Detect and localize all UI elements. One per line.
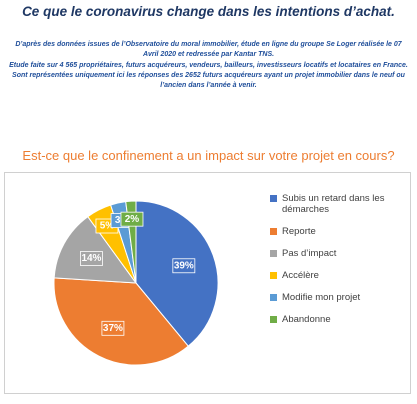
chart-frame — [4, 172, 411, 394]
label-box — [120, 211, 144, 227]
data-label: 5% — [100, 221, 115, 232]
legend-swatch — [270, 250, 277, 257]
legend-item: Accélère — [270, 270, 410, 281]
legend-item: Modifie mon projet — [270, 292, 410, 303]
legend-swatch — [270, 195, 277, 202]
legend-swatch — [270, 228, 277, 235]
legend-swatch — [270, 294, 277, 301]
label-box — [80, 251, 103, 266]
data-label: 37% — [103, 323, 123, 334]
legend-label: Reporte — [282, 226, 316, 237]
legend-label: Subis un retard dans les démarches — [282, 193, 385, 215]
legend: Subis un retard dans les démarches Report… — [270, 193, 410, 336]
legend-item: Abandonne — [270, 314, 410, 325]
legend-swatch — [270, 316, 277, 323]
pie-slice — [53, 215, 138, 284]
legend-label: Pas d’impact — [282, 248, 337, 259]
label-box — [172, 258, 196, 274]
data-label: 2% — [125, 214, 140, 225]
legend-label: Abandonne — [282, 314, 331, 325]
legend-item: Subis un retard dans les démarches — [270, 193, 410, 215]
note: D’après des données issues de l’Observat… — [15, 41, 402, 58]
data-label: 14% — [81, 253, 101, 264]
title: Ce que le coronavirus change dans les in… — [22, 4, 395, 19]
legend-label: Modifie mon projet — [282, 292, 361, 303]
legend-item: Pas d’impact — [270, 248, 410, 259]
legend-label: Accélère — [282, 270, 319, 281]
legend-swatch — [270, 272, 277, 279]
data-label: 39% — [174, 260, 194, 271]
note: Etude faite sur 4 565 propriétaires, fut… — [9, 62, 408, 89]
label-box — [101, 320, 125, 336]
pie-slice — [135, 200, 219, 347]
subtitle: Est-ce que le confinement a un impact su… — [22, 148, 395, 163]
legend-item: Reporte — [270, 226, 410, 237]
